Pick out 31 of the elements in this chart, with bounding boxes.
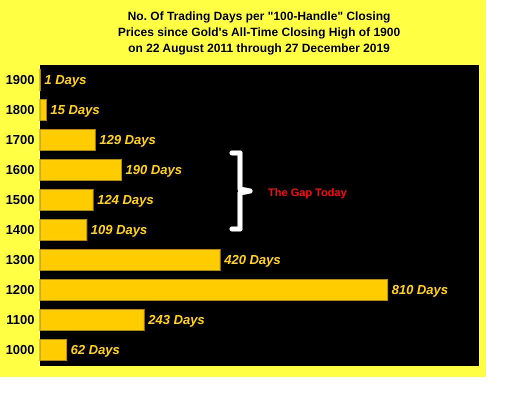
- y-tick-label: 1300: [6, 252, 34, 267]
- y-tick-label: 1700: [6, 132, 34, 147]
- y-tick-label: 1400: [6, 222, 34, 237]
- y-tick-label: 1600: [6, 162, 34, 177]
- data-label: 129 Days: [99, 132, 156, 147]
- chart-title: No. Of Trading Days per "100-Handle" Closing Prices since Gold's All-Time Closing High of 1900 on 22 August 2011 through 27 December 2019: [118, 9, 400, 55]
- bar: [40, 99, 47, 121]
- data-label: 124 Days: [97, 192, 154, 207]
- data-label: 243 Days: [147, 312, 205, 327]
- data-label: 190 Days: [126, 162, 182, 177]
- data-label: 810 Days: [392, 282, 448, 297]
- bar: [40, 339, 68, 361]
- y-tick-label: 1800: [6, 102, 34, 117]
- annotation: The Gap Today: [268, 187, 348, 199]
- data-label: 1 Days: [44, 72, 86, 87]
- y-tick-label: 1500: [6, 192, 34, 207]
- data-label: 15 Days: [50, 102, 100, 117]
- bar: [40, 189, 94, 211]
- y-tick-label: 1900: [6, 72, 34, 87]
- y-tick-label: 1000: [6, 342, 34, 357]
- bar: [40, 249, 221, 271]
- bar: [40, 309, 145, 331]
- bar: [40, 219, 88, 241]
- bar: [40, 159, 122, 181]
- bar: [40, 129, 96, 151]
- bar: [40, 279, 388, 301]
- y-tick-label: 1200: [6, 282, 34, 297]
- data-label: 420 Days: [223, 252, 281, 267]
- y-tick-label: 1100: [6, 312, 34, 327]
- data-label: 62 Days: [70, 342, 120, 357]
- data-label: 109 Days: [90, 222, 148, 237]
